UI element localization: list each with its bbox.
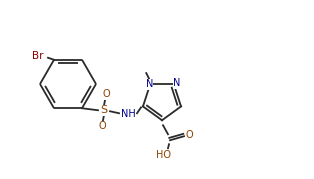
Text: HO: HO: [156, 150, 171, 160]
Text: O: O: [98, 121, 106, 131]
Text: Br: Br: [32, 51, 44, 61]
Text: N: N: [173, 78, 181, 88]
Text: O: O: [185, 130, 193, 140]
Text: S: S: [100, 105, 108, 115]
Text: N: N: [146, 79, 153, 89]
Text: NH: NH: [121, 109, 135, 119]
Text: O: O: [102, 89, 110, 99]
